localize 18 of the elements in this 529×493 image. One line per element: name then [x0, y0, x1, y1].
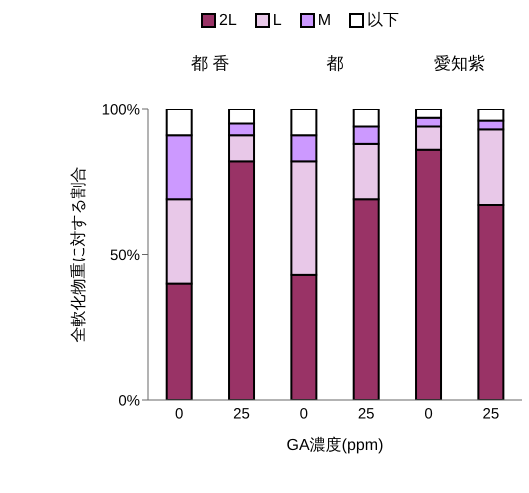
- legend-label: M: [316, 10, 332, 30]
- y-tick-label: 100%: [102, 101, 140, 118]
- text: 都: [326, 53, 344, 75]
- legend-label: 以下: [366, 10, 400, 31]
- x-tick-label: 0: [174, 406, 184, 423]
- text: 愛知紫: [433, 53, 486, 75]
- x-tick-label: 0: [424, 406, 433, 423]
- legend-label: 2L: [218, 10, 237, 30]
- legend-label: L: [272, 10, 282, 30]
- x-tick-label: 0: [300, 406, 308, 423]
- x-tick-label: 25: [233, 406, 250, 423]
- x-tick-label: 25: [358, 406, 375, 423]
- x-tick-label: 25: [482, 406, 500, 423]
- text: 都 香: [190, 53, 231, 75]
- y-tick-label: 50%: [110, 246, 140, 264]
- y-axis-title: 全軟化物重に対する割合: [70, 166, 88, 342]
- y-tick-label: 0%: [118, 392, 140, 410]
- x-axis-title: GA濃度(ppm): [286, 436, 384, 454]
